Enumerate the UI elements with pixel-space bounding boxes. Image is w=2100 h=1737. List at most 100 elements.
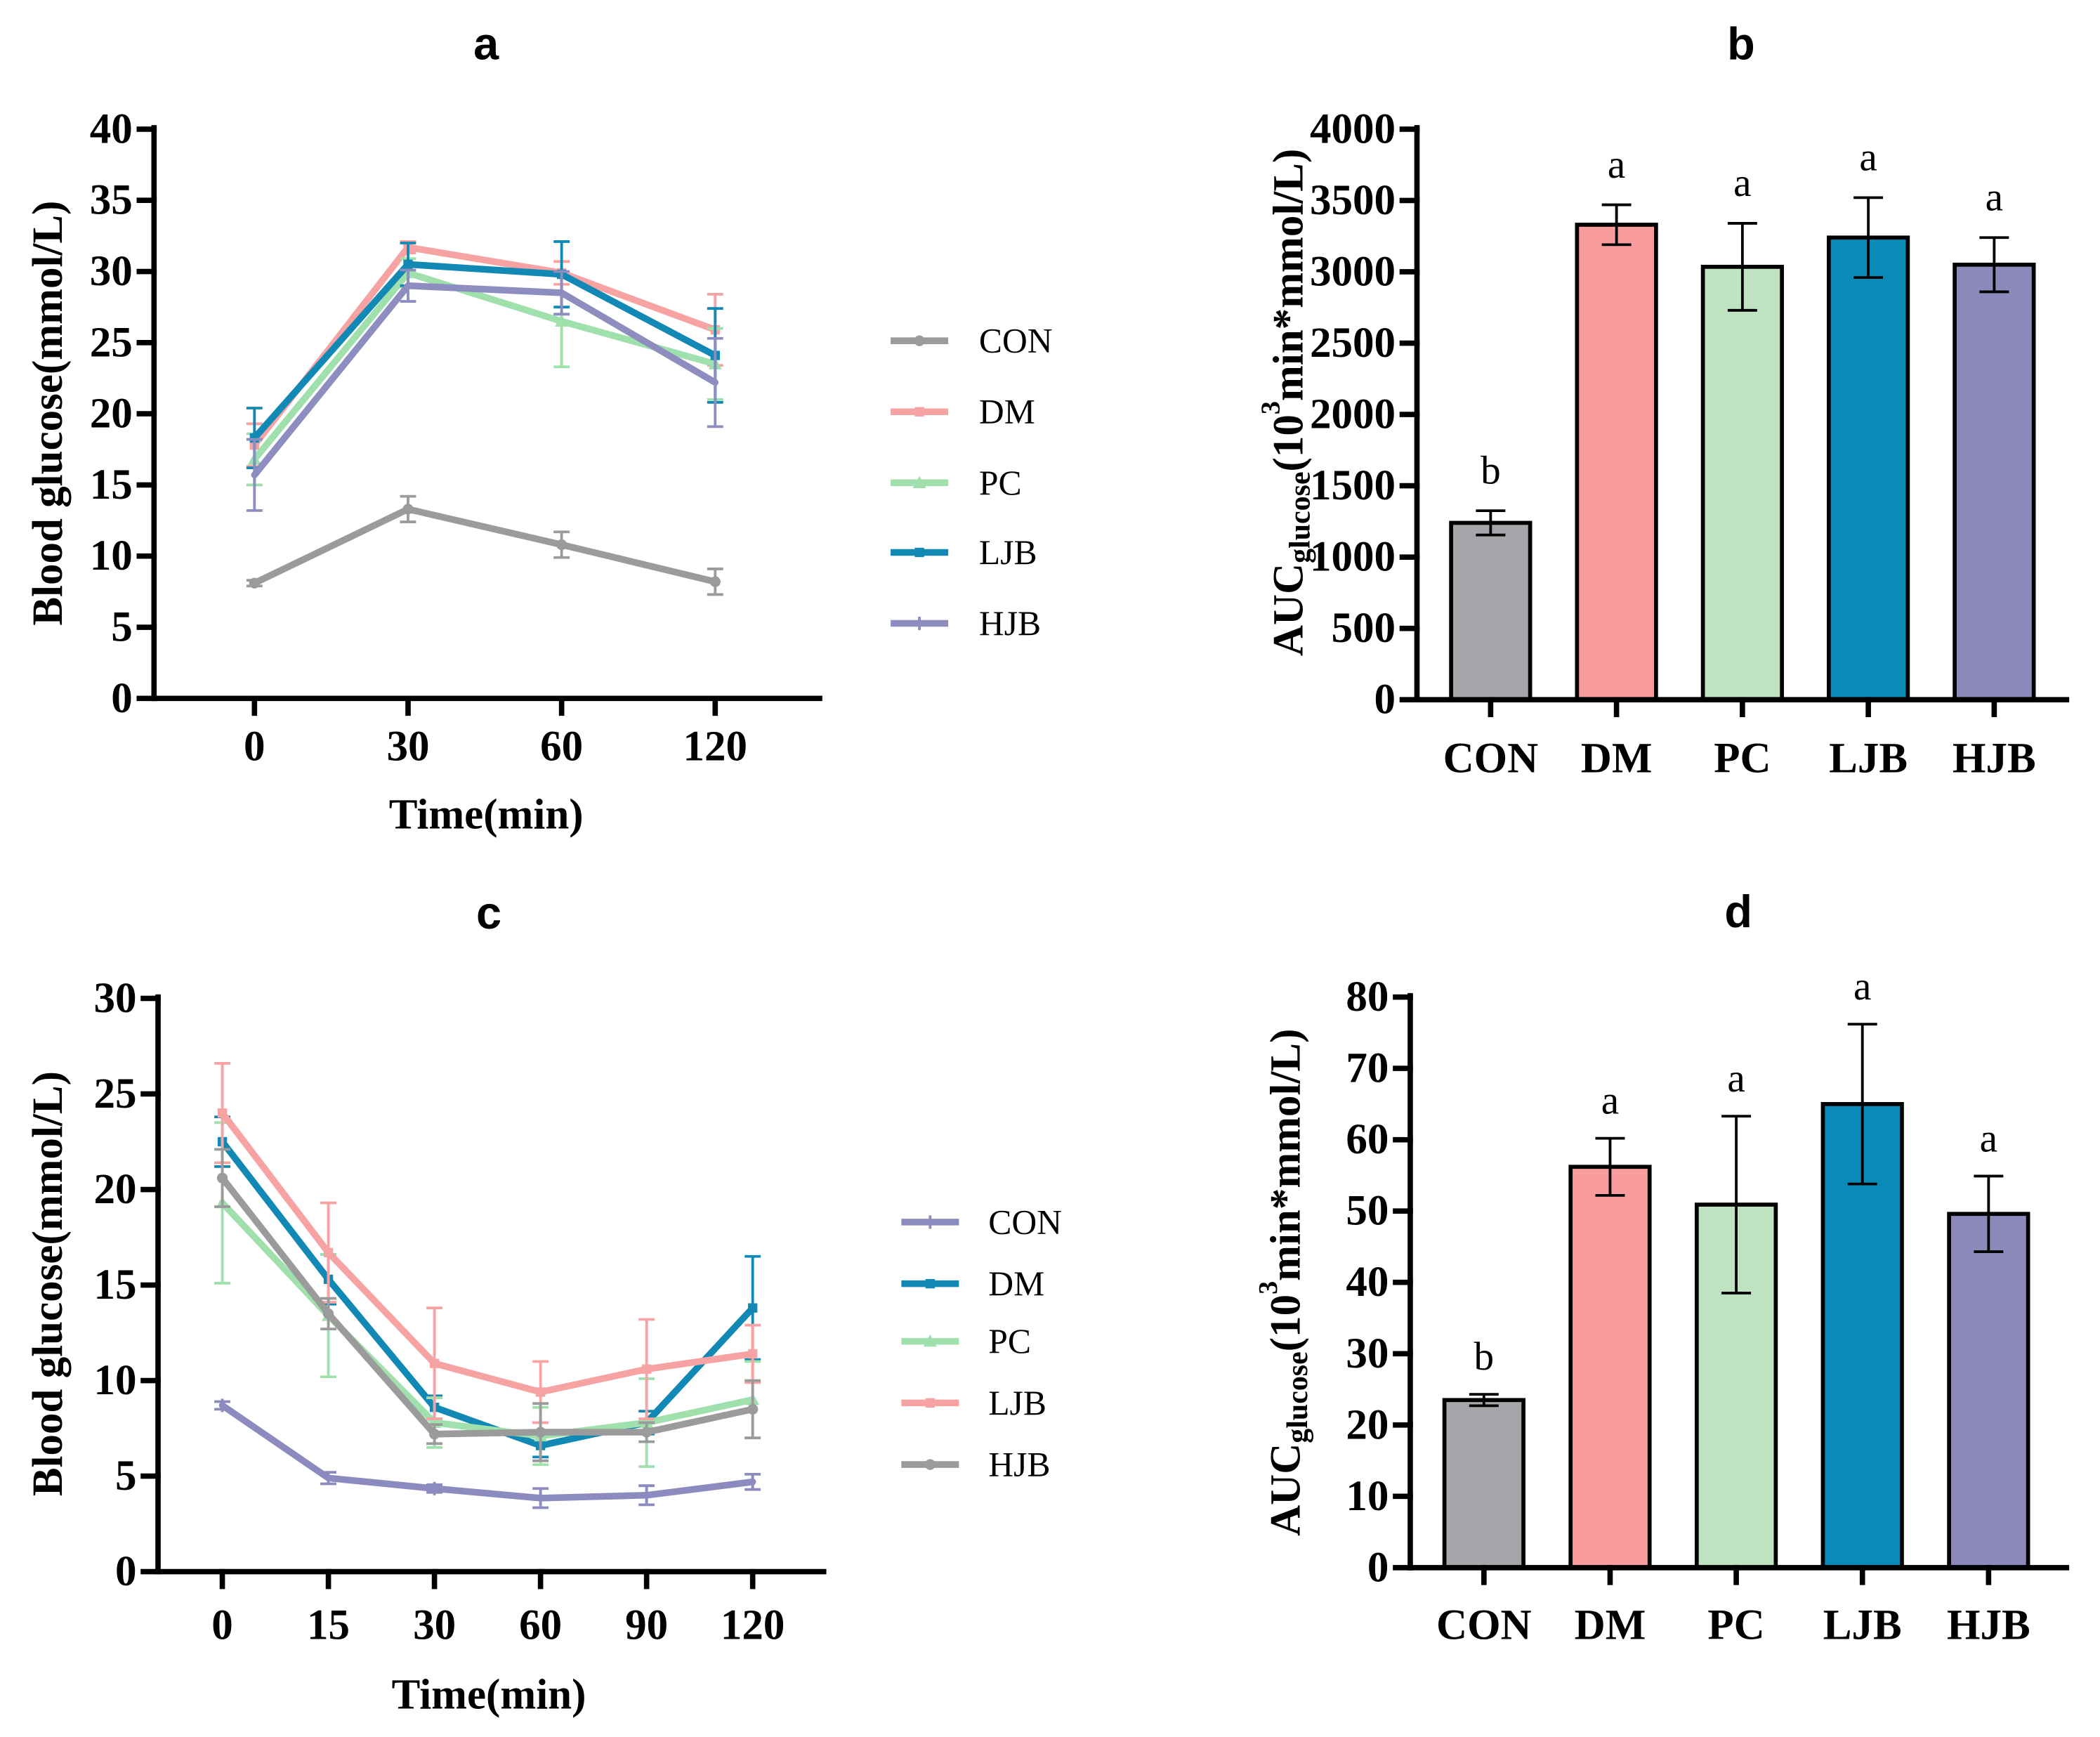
y-tick-label: 20 [90, 391, 133, 438]
y-tick-label: 30 [90, 248, 133, 295]
bar-group-con: b [1449, 448, 1533, 702]
bar-pc [1700, 265, 1784, 702]
series-ljb [214, 1062, 761, 1424]
significance-letter: a [1980, 1117, 1997, 1161]
legend-item-pc: PC [901, 1322, 1031, 1361]
y-tick-label: 500 [1331, 605, 1396, 652]
y-axis-title: AUCglucose(103min*mmol/L) [1256, 149, 1317, 656]
y-tick-label: 10 [93, 1357, 136, 1404]
legend-item-dm: DM [891, 393, 1035, 431]
legend-label: LJB [979, 533, 1037, 572]
legend-label: DM [979, 393, 1035, 431]
legend-marker [925, 1398, 936, 1408]
x-tick-label: 0 [211, 1601, 233, 1648]
x-axis-title: Time(min) [392, 1672, 586, 1719]
category-label: CON [1436, 1601, 1532, 1648]
legend-marker [914, 547, 924, 558]
series-line-dm [218, 1138, 756, 1449]
series-con [214, 1398, 761, 1509]
y-tick-label: 4000 [1310, 105, 1396, 152]
series-line-con [218, 1402, 756, 1502]
data-point-marker [403, 259, 413, 270]
series-ljb [246, 240, 723, 470]
axes: 0 5 10 15 20 25 30 35 40 0 30 60 120 [90, 105, 822, 770]
series-hjb [214, 1148, 761, 1462]
panel-a-chart: a CON DM PC LJB HJB 0 5 10 15 20 25 30 35 40 0 30 60 120 Ti… [25, 18, 1052, 838]
category-label: HJB [1953, 735, 2036, 782]
y-tick-label: 35 [90, 177, 133, 224]
panel-title: b [1727, 18, 1755, 69]
series-line-con [251, 506, 719, 586]
series-line-pc [218, 1199, 756, 1440]
significance-letter: a [1727, 1056, 1745, 1101]
bar-group-hjb: a [1947, 1117, 2030, 1570]
y-axis-title-close: min*mmol/L) [1265, 149, 1312, 401]
category-label: PC [1714, 735, 1771, 782]
significance-letter: a [1986, 176, 2003, 220]
y-tick-label: 5 [115, 1453, 137, 1500]
legend-item-ljb: LJB [891, 533, 1037, 572]
data-point-marker [216, 1172, 228, 1184]
data-point-marker [323, 1247, 334, 1257]
significance-letter: a [1601, 1079, 1619, 1123]
y-tick-label: 20 [1346, 1401, 1389, 1448]
x-tick-label: 60 [540, 723, 583, 770]
series-line-ljb [218, 1109, 756, 1396]
x-tick-label: 60 [519, 1601, 562, 1648]
significance-letter: a [1853, 964, 1871, 1009]
legend-item-pc: PC [891, 464, 1022, 502]
data-point-marker [641, 1364, 652, 1374]
y-tick-label: 1000 [1310, 534, 1396, 581]
bar-ljb [1826, 235, 1910, 702]
y-axis-title: Blood glucose(mmol/L) [25, 1071, 72, 1496]
panel-b-chart: b b a a a a 0 500 1000 1500 2000 2500 3000 3500 4000 CO… [1256, 18, 2070, 782]
y-tick-label: 40 [90, 105, 133, 152]
axes: 0 10 20 30 40 50 60 70 80 CON DM PC LJB HJB [1346, 974, 2070, 1648]
y-axis-title-main: AUC [1262, 1443, 1309, 1536]
series-line-hjb [251, 282, 719, 478]
category-label: PC [1707, 1601, 1764, 1648]
category-label: LJB [1829, 735, 1908, 782]
bar-group-hjb: a [1953, 176, 2036, 702]
y-tick-label: 40 [1346, 1259, 1389, 1306]
legend-marker [914, 335, 925, 346]
legend-label: HJB [979, 604, 1041, 643]
bar-con [1442, 1398, 1525, 1570]
legend-item-dm: DM [901, 1264, 1044, 1303]
data-point-marker [322, 1308, 334, 1319]
series-dm [246, 240, 723, 468]
bar-con [1449, 520, 1533, 702]
x-tick-label: 120 [721, 1601, 785, 1648]
legend-item-con: CON [901, 1202, 1062, 1241]
y-tick-label: 0 [1374, 676, 1396, 723]
bar-hjb [1947, 1212, 2030, 1570]
data-point-marker [641, 1427, 652, 1438]
legend-item-ljb: LJB [901, 1384, 1046, 1422]
x-tick-label: 120 [683, 723, 748, 770]
data-point-marker [747, 1349, 758, 1359]
y-tick-label: 3500 [1310, 177, 1396, 224]
y-tick-label: 25 [90, 319, 133, 366]
data-point-marker [402, 504, 414, 515]
legend-label: CON [988, 1202, 1062, 1241]
y-tick-label: 15 [90, 461, 133, 509]
y-tick-label: 2500 [1310, 320, 1396, 367]
category-label: LJB [1823, 1601, 1902, 1648]
significance-letter: a [1859, 136, 1877, 180]
legend-label: HJB [988, 1446, 1050, 1484]
bar-group-con: b [1442, 1335, 1525, 1570]
series-line-ljb [251, 261, 719, 442]
legend-label: PC [979, 464, 1022, 502]
y-tick-label: 30 [1346, 1330, 1389, 1377]
y-tick-label: 10 [1346, 1473, 1389, 1520]
bar-group-ljb: a [1826, 136, 1910, 702]
panel-title: a [473, 18, 499, 69]
legend-label: PC [988, 1322, 1031, 1361]
y-tick-label: 20 [93, 1166, 136, 1213]
panel-d-chart: d b a a a a 0 10 20 30 40 50 60 70 80 CON DM PC LJB HJB AUCg… [1254, 886, 2070, 1648]
series-line-hjb [218, 1174, 756, 1438]
y-axis-title-open: (10 [1262, 1294, 1309, 1351]
category-label: HJB [1947, 1601, 2030, 1648]
y-tick-label: 80 [1346, 974, 1389, 1021]
